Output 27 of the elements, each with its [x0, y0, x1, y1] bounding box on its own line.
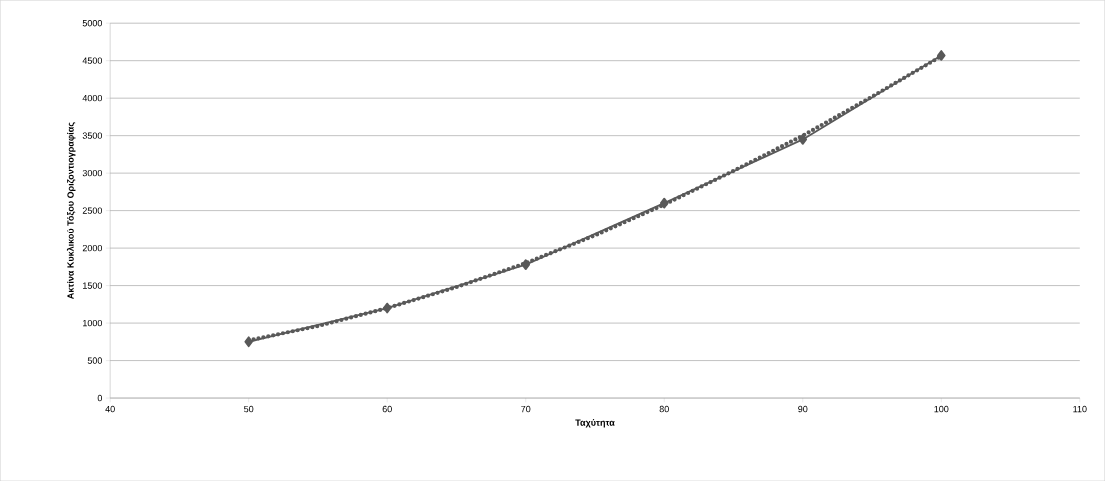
y-axis-title: Ακτίνα Κυκλικού Τόξου Οριζοντιογραφίας	[66, 122, 76, 299]
x-axis-title: Ταχύτητα	[575, 418, 615, 428]
point	[798, 133, 808, 145]
y-tick-label: 3000	[82, 169, 103, 177]
x-tick-label: 40	[105, 405, 115, 413]
x-tick-label: 90	[798, 405, 808, 413]
y-tick-label: 4500	[82, 57, 103, 64]
y-tick-label: 4000	[82, 94, 103, 102]
y-tick-label: 3500	[82, 132, 103, 139]
y-tick-label: 2500	[82, 207, 103, 214]
point	[937, 49, 946, 61]
point	[244, 336, 253, 348]
x-tick-label: 110	[1073, 405, 1087, 413]
y-tick-label: 2000	[82, 244, 103, 252]
point	[521, 259, 530, 270]
y-tick-label: 0	[97, 394, 103, 402]
x-tick-label: 100	[934, 405, 949, 413]
y-tick-label: 500	[87, 357, 103, 364]
x-tick-label: 70	[521, 405, 531, 413]
point	[382, 302, 392, 314]
y-tick-label: 1000	[83, 319, 103, 327]
x-tick-label: 80	[659, 405, 669, 413]
y-tick-label: 1500	[83, 282, 103, 289]
x-tick-label: 60	[382, 405, 392, 413]
x-tick-label: 50	[244, 405, 254, 413]
y-tick-label: 5000	[82, 19, 103, 27]
point	[659, 197, 669, 209]
